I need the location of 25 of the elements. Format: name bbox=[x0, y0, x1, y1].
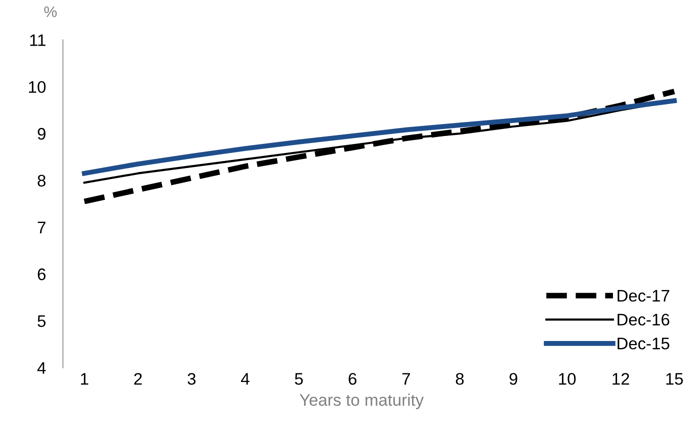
y-tick-label: 10 bbox=[28, 81, 46, 93]
x-tick-label: 9 bbox=[510, 372, 518, 385]
y-tick-label: 9 bbox=[38, 128, 46, 140]
y-tick-label: 7 bbox=[38, 222, 46, 234]
y-tick-label: 6 bbox=[38, 268, 46, 280]
x-axis-title: Years to maturity bbox=[300, 394, 424, 410]
y-axis-title: % bbox=[44, 6, 57, 18]
x-tick-label: 6 bbox=[348, 372, 356, 385]
x-tick-label: 12 bbox=[612, 372, 630, 385]
legend-label: Dec-17 bbox=[618, 290, 670, 302]
x-tick-label: 15 bbox=[666, 373, 683, 385]
x-tick-label: 5 bbox=[294, 373, 303, 385]
y-tick-label: 5 bbox=[38, 315, 46, 328]
y-tick-label: 11 bbox=[30, 34, 46, 46]
x-tick-label: 1 bbox=[81, 373, 88, 385]
y-tick-label: 8 bbox=[38, 174, 46, 187]
x-tick-label: 2 bbox=[134, 372, 142, 385]
y-tick-label: 4 bbox=[37, 362, 46, 374]
x-tick-label: 3 bbox=[188, 372, 196, 385]
x-tick-label: 4 bbox=[241, 373, 250, 385]
legend-label: Dec-16 bbox=[618, 314, 670, 326]
legend-label: Dec-15 bbox=[618, 338, 670, 350]
x-tick-label: 10 bbox=[559, 372, 576, 385]
x-tick-label: 7 bbox=[402, 373, 410, 385]
x-tick-label: 8 bbox=[456, 372, 464, 385]
